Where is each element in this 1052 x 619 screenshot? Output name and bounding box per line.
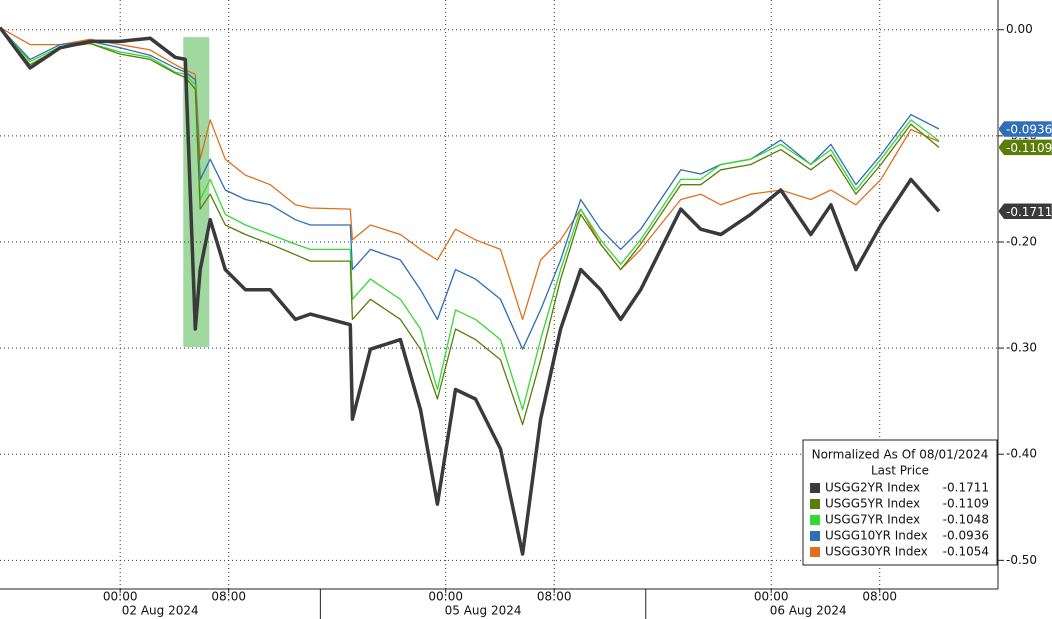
value-tag <box>997 120 1052 138</box>
legend-swatch <box>810 499 820 509</box>
legend-box <box>802 439 998 566</box>
x-tick-label: 00:00 <box>754 590 789 604</box>
legend-label: USGG10YR Index <box>825 529 928 543</box>
legend-title: Normalized As Of 08/01/2024 <box>812 448 989 462</box>
legend-value: -0.1109 <box>943 497 989 511</box>
legend-swatch <box>810 515 820 525</box>
overlay-layer: -0.1711 -0.1109 -0.0936 Normalized As Of 08… <box>802 120 1052 566</box>
legend-label: USGG7YR Index <box>825 513 920 527</box>
legend-value: -0.1711 <box>943 481 989 495</box>
legend-value: -0.1054 <box>943 545 989 559</box>
series-line <box>0 26 941 556</box>
value-tag-label: -0.1711 <box>1006 205 1052 219</box>
x-tick-label: 08:00 <box>211 590 246 604</box>
y-tick-label: 0.00 <box>1006 22 1033 36</box>
session-label: 05 Aug 2024 <box>445 604 522 618</box>
session-label: 06 Aug 2024 <box>770 604 847 618</box>
legend-label: USGG2YR Index <box>825 481 920 495</box>
legend-value: -0.1048 <box>943 513 989 527</box>
value-tag <box>997 139 1052 156</box>
legend-label: USGG30YR Index <box>825 545 928 559</box>
value-tag-label: -0.0936 <box>1006 123 1052 137</box>
y-tick-label: -0.40 <box>1006 447 1037 461</box>
value-tag-label: -0.1109 <box>1006 141 1052 155</box>
line-layer <box>0 26 941 556</box>
x-tick-label: 00:00 <box>428 590 463 604</box>
y-tick-label: -0.20 <box>1006 234 1037 248</box>
y-tick-label: -0.50 <box>1006 553 1037 567</box>
x-tick-label: 08:00 <box>862 590 897 604</box>
legend-swatch <box>810 547 820 557</box>
legend-value: -0.0936 <box>943 529 989 543</box>
legend-label: USGG5YR Index <box>825 497 920 511</box>
legend-subtitle: Last Price <box>871 464 929 478</box>
legend-swatch <box>810 483 820 493</box>
value-tag <box>997 203 1052 220</box>
session-label: 02 Aug 2024 <box>122 604 199 618</box>
x-tick-label: 08:00 <box>537 590 572 604</box>
x-tick-label: 00:00 <box>103 590 138 604</box>
legend-swatch <box>810 531 820 541</box>
y-tick-label: -0.30 <box>1006 341 1037 355</box>
